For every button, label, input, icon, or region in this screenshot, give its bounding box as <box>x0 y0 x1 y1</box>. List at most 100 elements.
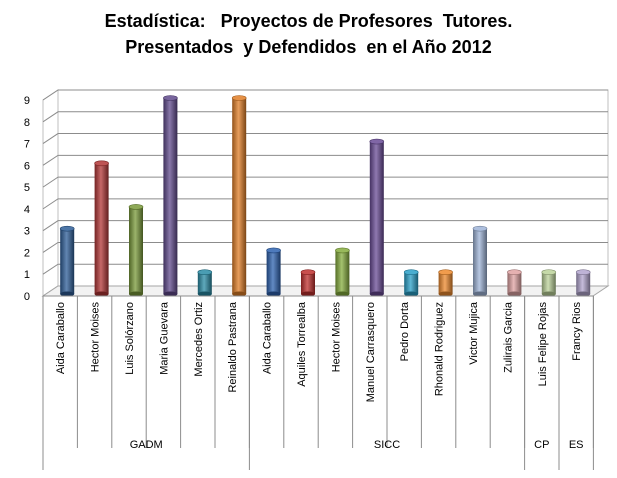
x-tick-label: Luis Felipe Rojas <box>537 302 549 387</box>
x-tick-label: Francy Rios <box>571 302 583 361</box>
bar-base <box>94 291 109 297</box>
bar-body <box>473 228 487 294</box>
bar <box>128 204 144 297</box>
bar-body <box>266 250 281 294</box>
bar <box>94 160 109 297</box>
bar-base <box>404 291 419 297</box>
x-tick-label: Pedro Dorta <box>399 301 411 361</box>
x-tick-label: Luis Solórzano <box>124 302 136 375</box>
y-tick-label: 0 <box>24 291 30 303</box>
y-tick-label: 7 <box>24 139 30 151</box>
x-tick-label: Zulirais Garcia <box>502 301 514 373</box>
gridline <box>42 176 608 188</box>
bar-base <box>60 291 75 297</box>
gridline <box>42 133 608 144</box>
x-tick-label: Hector Moises <box>330 302 342 373</box>
bar <box>541 269 557 297</box>
bar <box>197 269 213 297</box>
bar-body <box>335 250 350 294</box>
bar-top <box>541 269 557 276</box>
bar <box>59 225 75 297</box>
bar <box>300 269 316 297</box>
x-tick-label: Aquiles Torrealba <box>296 301 308 387</box>
bar-body <box>94 163 109 294</box>
y-tick-label: 4 <box>24 204 30 216</box>
bar-top <box>300 269 316 276</box>
bar <box>335 247 350 297</box>
x-tick-label: Aida Caraballo <box>262 302 274 374</box>
bar-base <box>301 291 315 297</box>
bar <box>231 95 247 297</box>
bar-body <box>404 272 419 294</box>
gridline <box>42 89 608 101</box>
chart-title-line-2: Presentados y Defendidos en el Año 2012 <box>125 37 492 57</box>
bar-body <box>507 272 522 294</box>
bar-body <box>301 272 315 294</box>
gridline <box>42 220 608 232</box>
plot-side-wall <box>42 89 59 297</box>
bar-body <box>163 98 178 294</box>
bar-base <box>335 291 350 297</box>
bar-top <box>403 269 419 276</box>
bar-base <box>576 291 591 297</box>
x-tick-label: Hector Moises <box>90 302 102 373</box>
chart-title-line-1: Estadística: Proyectos de Profesores Tut… <box>104 11 513 31</box>
y-tick-label: 6 <box>24 160 30 172</box>
bar <box>507 269 522 297</box>
bar-top <box>575 269 591 276</box>
gridline <box>42 241 608 253</box>
x-tick-label: Victor Mujica <box>468 301 480 365</box>
group-label: CP <box>534 439 549 451</box>
bar-body <box>232 98 247 294</box>
group-label: SICC <box>374 439 400 451</box>
bar-top <box>266 247 281 254</box>
x-tick-label: Mercedes Ortiz <box>193 302 205 377</box>
bar <box>575 269 591 297</box>
bar-base <box>163 291 178 297</box>
bar-body <box>541 272 556 294</box>
bar <box>403 269 419 297</box>
bar-top <box>163 95 178 101</box>
gridline <box>42 111 608 123</box>
bar-body <box>60 228 75 294</box>
bar-base <box>369 291 384 297</box>
bar <box>266 247 281 297</box>
plot-floor <box>41 285 610 297</box>
bar-top <box>94 160 109 167</box>
bar-base <box>438 291 453 297</box>
bar-base <box>232 291 247 297</box>
bar-base <box>129 291 143 297</box>
bar-base <box>507 291 522 297</box>
y-tick-label: 8 <box>24 117 30 129</box>
bar-top <box>438 269 453 276</box>
bar-top <box>335 247 350 254</box>
bar <box>438 269 453 297</box>
x-tick-label: Rhonald Rodriguez <box>434 302 446 396</box>
bar-base <box>541 291 556 297</box>
bar-top <box>472 225 488 232</box>
bar-top <box>197 269 213 276</box>
y-tick-label: 9 <box>24 95 30 107</box>
x-tick-label: Maria Guevara <box>158 301 170 375</box>
bar-body <box>369 141 384 294</box>
gridline <box>42 263 608 275</box>
x-tick-label: Manuel Carrasquero <box>365 302 377 402</box>
bar-body <box>438 272 453 294</box>
bar-base <box>197 291 212 297</box>
x-tick-label: Aida Caraballo <box>55 302 67 374</box>
y-tick-label: 2 <box>24 247 30 259</box>
group-label: ES <box>569 439 584 451</box>
y-tick-label: 3 <box>24 226 30 238</box>
bar <box>163 95 178 297</box>
bar-base <box>266 291 281 297</box>
bar-top <box>59 225 75 232</box>
y-tick-label: 5 <box>24 182 30 194</box>
bar <box>369 138 385 297</box>
bar-body <box>129 206 143 294</box>
bar-base <box>473 291 487 297</box>
bar-top <box>128 204 144 210</box>
bar-top <box>369 138 385 145</box>
bar-top <box>507 269 522 276</box>
gridline <box>42 198 608 210</box>
